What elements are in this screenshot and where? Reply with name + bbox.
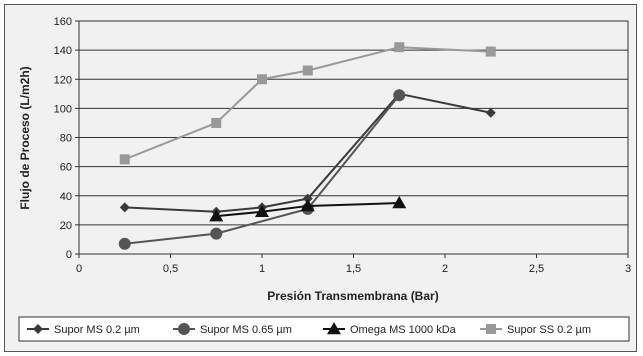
data-point: [393, 89, 406, 102]
data-point: [211, 117, 222, 128]
x-tick-label: 2: [442, 263, 448, 275]
grid-lines: [79, 49, 628, 226]
data-point: [119, 202, 130, 213]
x-tick-label: 0: [76, 263, 82, 275]
chart-frame: 0 20 40 60 80 100 120 140 160 0 0,5 1 1,5 2 2,5 3 Fluj…: [4, 4, 637, 352]
legend-marker: [486, 324, 496, 334]
legend-marker: [178, 323, 190, 335]
legend-label: Omega MS 1000 kDa: [350, 324, 457, 336]
series-group: [118, 42, 496, 250]
series-triangle: [209, 196, 407, 222]
data-point: [392, 196, 407, 209]
data-point: [300, 198, 315, 212]
y-tick-label: 80: [60, 133, 72, 145]
x-tick-label: 2,5: [529, 263, 544, 275]
legend-item: Supor SS 0.2 µm: [480, 324, 591, 336]
legend-label: Supor MS 0.65 µm: [200, 324, 292, 336]
data-point: [485, 46, 496, 57]
data-point: [302, 193, 313, 204]
legend-item: Omega MS 1000 kDa: [323, 322, 457, 336]
y-tick-label: 60: [60, 162, 72, 174]
data-point: [209, 209, 224, 222]
series-line: [124, 46, 491, 161]
y-tick-label: 0: [66, 249, 72, 261]
data-point: [255, 204, 269, 218]
legend-item: Supor MS 0.65 µm: [173, 323, 292, 336]
data-point: [118, 237, 131, 250]
data-point: [485, 107, 496, 118]
x-axis-title: Presión Transmembrana (Bar): [267, 289, 438, 303]
series-line: [124, 92, 491, 213]
x-tick-label: 1,5: [346, 263, 361, 275]
data-point: [394, 42, 405, 53]
data-point: [302, 65, 313, 76]
y-tick-label: 160: [54, 16, 72, 28]
y-axis-title: Flujo de Proceso (L/m2h): [18, 66, 32, 209]
y-tick-label: 100: [54, 103, 72, 115]
series-square: [119, 42, 496, 165]
legend-marker: [33, 324, 43, 334]
y-tick-label: 20: [60, 220, 72, 232]
legend-label: Supor MS 0.2 µm: [54, 324, 140, 336]
series-line: [216, 202, 400, 218]
legend-marker: [327, 322, 341, 335]
legend-item: Supor MS 0.2 µm: [27, 324, 140, 336]
data-point: [119, 154, 130, 165]
x-axis-ticks: 0 0,5 1 1,5 2 2,5 3: [76, 254, 631, 275]
series-line: [124, 94, 401, 245]
legend-label: Supor SS 0.2 µm: [507, 324, 591, 336]
legend: Supor MS 0.2 µm Supor MS 0.65 µm Omega MS …: [18, 316, 630, 342]
series-circle: [118, 89, 406, 250]
x-tick-label: 3: [625, 263, 631, 275]
x-tick-label: 0,5: [163, 263, 178, 275]
y-axis-ticks: 0 20 40 60 80 100 120 140 160: [54, 16, 79, 261]
data-point: [210, 227, 223, 240]
y-tick-label: 120: [54, 74, 72, 86]
y-tick-label: 140: [54, 45, 72, 57]
line-chart: 0 20 40 60 80 100 120 140 160 0 0,5 1 1,5 2 2,5 3 Fluj…: [18, 16, 631, 342]
y-tick-label: 40: [60, 191, 72, 203]
x-tick-label: 1: [259, 263, 265, 275]
data-point: [257, 74, 267, 85]
